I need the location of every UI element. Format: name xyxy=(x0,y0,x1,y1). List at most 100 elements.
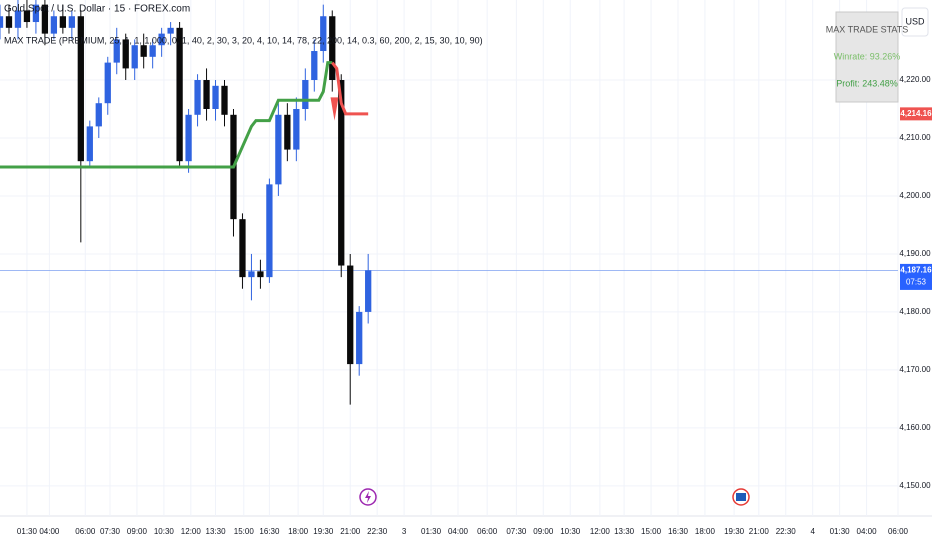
stats-winrate: Winrate: 93.26% xyxy=(834,51,901,61)
x-tick-label: 19:30 xyxy=(313,527,334,536)
candle-body xyxy=(311,51,318,81)
x-tick-label: 01:30 xyxy=(830,527,851,536)
x-tick-label: 09:00 xyxy=(533,527,554,536)
candle-body xyxy=(68,16,75,28)
candle-body xyxy=(131,45,138,69)
y-tick-label: 4,190.00 xyxy=(899,249,931,258)
candle-body xyxy=(14,10,22,28)
y-tick-label: 4,200.00 xyxy=(899,191,931,200)
x-tick-label: 4 xyxy=(810,527,815,536)
x-tick-label: 19:30 xyxy=(724,527,745,536)
candle-body xyxy=(77,16,84,162)
x-tick-label: 21:00 xyxy=(749,527,770,536)
candle-body xyxy=(338,80,345,266)
candle-body xyxy=(41,4,49,34)
candle-body xyxy=(266,184,273,278)
candle-body xyxy=(113,39,120,63)
candle-body xyxy=(203,80,210,109)
candle-body xyxy=(248,271,255,278)
x-tick-label: 22:30 xyxy=(776,527,797,536)
x-tick-label: 12:00 xyxy=(181,527,202,536)
currency-button[interactable] xyxy=(901,7,929,37)
x-tick-label: 06:00 xyxy=(888,527,909,536)
plot xyxy=(0,0,372,405)
x-tick-label: 16:30 xyxy=(668,527,689,536)
x-tick-label: 22:30 xyxy=(367,527,388,536)
x-tick-label: 12:00 xyxy=(590,527,611,536)
x-tick-label: 07:30 xyxy=(100,527,121,536)
x-tick-label: 01:30 xyxy=(421,527,442,536)
candle-body xyxy=(95,103,102,127)
candle-body xyxy=(365,270,372,312)
y-tick-label: 4,180.00 xyxy=(899,307,931,316)
y-tick-label: 4,210.00 xyxy=(899,133,931,142)
x-tick-label: 01:30 xyxy=(17,527,38,536)
candle-body xyxy=(149,45,156,57)
x-tick-label: 10:30 xyxy=(154,527,175,536)
x-tick-label: 07:30 xyxy=(506,527,527,536)
candle-body xyxy=(59,16,67,28)
candle-body xyxy=(86,126,93,162)
x-tick-label: 09:00 xyxy=(127,527,148,536)
x-tick-label: 10:30 xyxy=(560,527,581,536)
price-label-bg xyxy=(900,107,932,121)
x-tick-label: 06:00 xyxy=(75,527,96,536)
price-label: 4,214.16 xyxy=(900,109,932,118)
candle-body xyxy=(122,39,129,69)
indicator-line xyxy=(0,61,333,169)
x-tick-label: 16:30 xyxy=(259,527,280,536)
y-tick-label: 4,150.00 xyxy=(899,481,931,490)
countdown: 07:53 xyxy=(906,278,927,287)
y-tick-label: 4,160.00 xyxy=(899,423,931,432)
stats-box xyxy=(835,11,899,103)
candle-body xyxy=(212,85,219,109)
candle-body xyxy=(176,27,183,162)
indicator-line xyxy=(331,61,369,116)
x-tick-label: 13:30 xyxy=(206,527,227,536)
candle-body xyxy=(329,16,336,81)
candle-body xyxy=(302,80,309,109)
candle-body xyxy=(194,80,201,115)
stats-profit: Profit: 243.48% xyxy=(836,78,898,88)
x-tick-label: 21:00 xyxy=(340,527,361,536)
x-tick-label: 18:00 xyxy=(695,527,716,536)
price-label: 4,187.16 xyxy=(900,266,932,275)
candle-body xyxy=(32,4,40,23)
y-tick-label: 4,170.00 xyxy=(899,365,931,374)
candle-body xyxy=(221,85,228,115)
candle-body xyxy=(185,114,192,162)
currency: USD xyxy=(905,16,925,26)
chart-title: Gold Spot / U.S. Dollar · 15 · FOREX.com xyxy=(4,4,190,15)
candle-body xyxy=(275,114,282,185)
candle-body xyxy=(239,219,246,278)
x-tick-label: 15:00 xyxy=(641,527,662,536)
candle-body xyxy=(50,16,58,34)
x-tick-label: 04:00 xyxy=(39,527,60,536)
candle-body xyxy=(0,16,4,28)
candle-body xyxy=(293,108,300,150)
candle-body xyxy=(356,311,363,365)
indicator-label: MAX TRADE (PREMIUM, 25, 1, 1, 1,000, 0, … xyxy=(4,35,483,45)
event-icon-flag xyxy=(736,493,746,501)
x-tick-label: 04:00 xyxy=(448,527,469,536)
candle-body xyxy=(257,271,264,278)
candle-body xyxy=(347,265,354,365)
candle-body xyxy=(167,27,174,34)
x-tick-label: 3 xyxy=(402,527,407,536)
x-tick-label: 06:00 xyxy=(477,527,498,536)
x-tick-label: 04:00 xyxy=(857,527,878,536)
event-icon-bolt xyxy=(365,491,371,503)
stats-title: MAX TRADE STATS xyxy=(826,24,909,34)
x-tick-label: 15:00 xyxy=(234,527,255,536)
x-tick-label: 18:00 xyxy=(288,527,309,536)
candle-body xyxy=(158,33,165,46)
x-tick-label: 13:30 xyxy=(614,527,635,536)
grid xyxy=(0,0,899,516)
candle-body xyxy=(23,10,31,23)
y-tick-label: 4,220.00 xyxy=(899,75,931,84)
candle-body xyxy=(5,16,13,28)
candle-body xyxy=(140,45,147,57)
